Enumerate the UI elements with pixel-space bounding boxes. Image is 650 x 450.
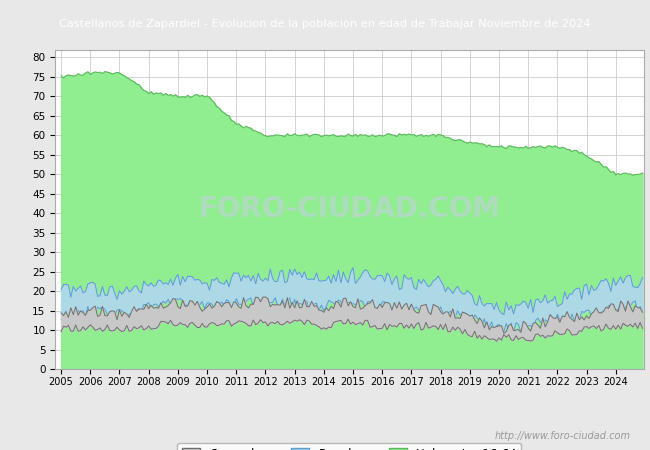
Text: http://www.foro-ciudad.com: http://www.foro-ciudad.com [495,431,630,441]
Text: FORO-CIUDAD.COM: FORO-CIUDAD.COM [198,195,500,223]
Legend: Ocupados, Parados, Hab. entre 16-64: Ocupados, Parados, Hab. entre 16-64 [177,443,521,450]
Text: Castellanos de Zapardiel - Evolucion de la poblacion en edad de Trabajar Noviemb: Castellanos de Zapardiel - Evolucion de … [59,18,591,29]
